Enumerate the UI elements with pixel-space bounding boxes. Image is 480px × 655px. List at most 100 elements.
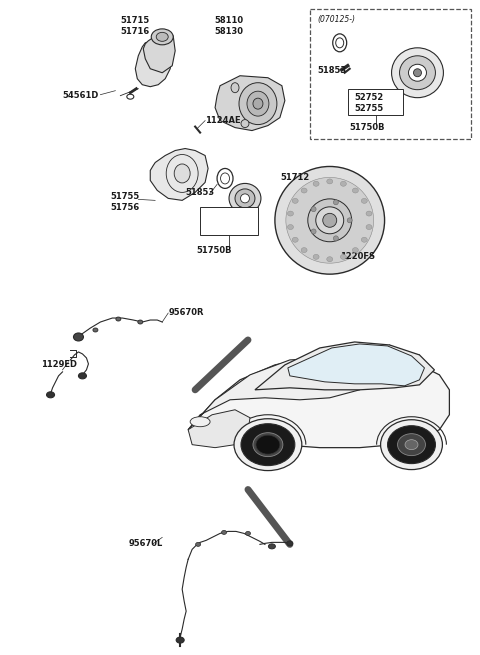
Text: 51715: 51715 (120, 16, 150, 25)
Text: 51750B: 51750B (196, 246, 232, 255)
Ellipse shape (156, 32, 168, 41)
Ellipse shape (241, 120, 249, 128)
Text: 51716: 51716 (120, 27, 150, 36)
Text: 95670L: 95670L (128, 539, 163, 548)
Polygon shape (188, 355, 449, 447)
Text: 1124AE: 1124AE (205, 116, 241, 124)
Ellipse shape (234, 419, 302, 470)
Ellipse shape (151, 42, 159, 48)
Ellipse shape (240, 194, 250, 203)
Ellipse shape (73, 333, 84, 341)
Ellipse shape (196, 542, 201, 546)
Bar (310, 9, 471, 139)
Ellipse shape (381, 420, 443, 470)
Ellipse shape (323, 214, 336, 227)
Ellipse shape (235, 189, 255, 208)
Ellipse shape (288, 225, 293, 229)
Text: 1220FS: 1220FS (340, 252, 375, 261)
Text: 52755: 52755 (355, 103, 384, 113)
Ellipse shape (413, 69, 421, 77)
Polygon shape (188, 358, 374, 430)
Text: 58110: 58110 (214, 16, 243, 25)
Ellipse shape (361, 237, 367, 242)
Ellipse shape (301, 248, 307, 253)
Polygon shape (215, 76, 285, 130)
Ellipse shape (138, 320, 143, 324)
Ellipse shape (78, 373, 86, 379)
Ellipse shape (308, 199, 352, 242)
Polygon shape (144, 33, 175, 73)
Ellipse shape (256, 435, 280, 454)
Ellipse shape (286, 178, 373, 263)
Text: 54561D: 54561D (62, 90, 99, 100)
Ellipse shape (253, 433, 283, 457)
Ellipse shape (247, 91, 269, 116)
Ellipse shape (174, 164, 190, 183)
Ellipse shape (220, 173, 229, 184)
Ellipse shape (292, 198, 298, 203)
Polygon shape (255, 342, 434, 390)
Ellipse shape (268, 544, 276, 549)
Text: 51755: 51755 (110, 193, 140, 201)
Text: 51853: 51853 (318, 66, 347, 75)
Text: 52755: 52755 (206, 221, 235, 231)
Ellipse shape (239, 83, 277, 124)
Ellipse shape (387, 426, 435, 464)
Ellipse shape (313, 254, 319, 259)
Ellipse shape (361, 198, 367, 203)
Ellipse shape (151, 29, 173, 45)
Bar (200, 208, 258, 235)
Ellipse shape (190, 417, 210, 426)
Ellipse shape (392, 48, 444, 98)
Ellipse shape (334, 200, 338, 205)
Bar (348, 88, 403, 115)
Text: 1129ED: 1129ED (41, 360, 77, 369)
Ellipse shape (260, 438, 276, 451)
Ellipse shape (366, 225, 372, 229)
Text: 51853: 51853 (185, 189, 214, 197)
Ellipse shape (231, 83, 239, 92)
Ellipse shape (222, 531, 227, 534)
Ellipse shape (334, 236, 338, 241)
Ellipse shape (397, 434, 425, 456)
Ellipse shape (311, 207, 316, 212)
Text: 58130: 58130 (214, 27, 243, 36)
Ellipse shape (399, 56, 435, 90)
Ellipse shape (253, 98, 263, 109)
Ellipse shape (327, 257, 333, 262)
Polygon shape (188, 410, 250, 447)
Text: 95670R: 95670R (168, 308, 204, 317)
Text: 51712: 51712 (280, 174, 309, 183)
Ellipse shape (327, 179, 333, 184)
Ellipse shape (347, 218, 352, 223)
Ellipse shape (340, 181, 347, 186)
Ellipse shape (275, 166, 384, 274)
Ellipse shape (301, 188, 307, 193)
Ellipse shape (340, 254, 347, 259)
Ellipse shape (311, 229, 316, 234)
Ellipse shape (176, 637, 184, 643)
Text: (070125-): (070125-) (318, 15, 356, 24)
Polygon shape (288, 344, 424, 386)
Ellipse shape (316, 207, 344, 234)
Polygon shape (150, 149, 208, 200)
Ellipse shape (159, 47, 166, 51)
Ellipse shape (245, 531, 251, 535)
Ellipse shape (241, 424, 295, 466)
Ellipse shape (408, 64, 426, 81)
Ellipse shape (292, 237, 298, 242)
Text: 51756: 51756 (110, 203, 140, 212)
Ellipse shape (229, 183, 261, 214)
Ellipse shape (287, 541, 293, 546)
Ellipse shape (352, 188, 359, 193)
Ellipse shape (366, 211, 372, 216)
Ellipse shape (288, 211, 293, 216)
Polygon shape (135, 39, 172, 86)
Ellipse shape (313, 181, 319, 186)
Text: 51752: 51752 (206, 210, 235, 219)
Ellipse shape (405, 440, 418, 449)
Text: 51750B: 51750B (350, 122, 385, 132)
Text: 52752: 52752 (355, 92, 384, 102)
Ellipse shape (352, 248, 359, 253)
Ellipse shape (93, 328, 98, 332)
